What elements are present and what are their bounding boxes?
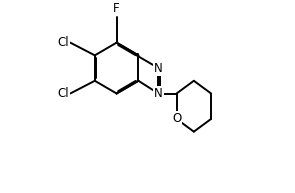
Text: Cl: Cl xyxy=(58,36,69,49)
Text: N: N xyxy=(154,62,163,74)
Text: O: O xyxy=(172,113,181,125)
Text: F: F xyxy=(113,2,120,15)
Text: Cl: Cl xyxy=(58,87,69,100)
Text: N: N xyxy=(154,87,163,100)
